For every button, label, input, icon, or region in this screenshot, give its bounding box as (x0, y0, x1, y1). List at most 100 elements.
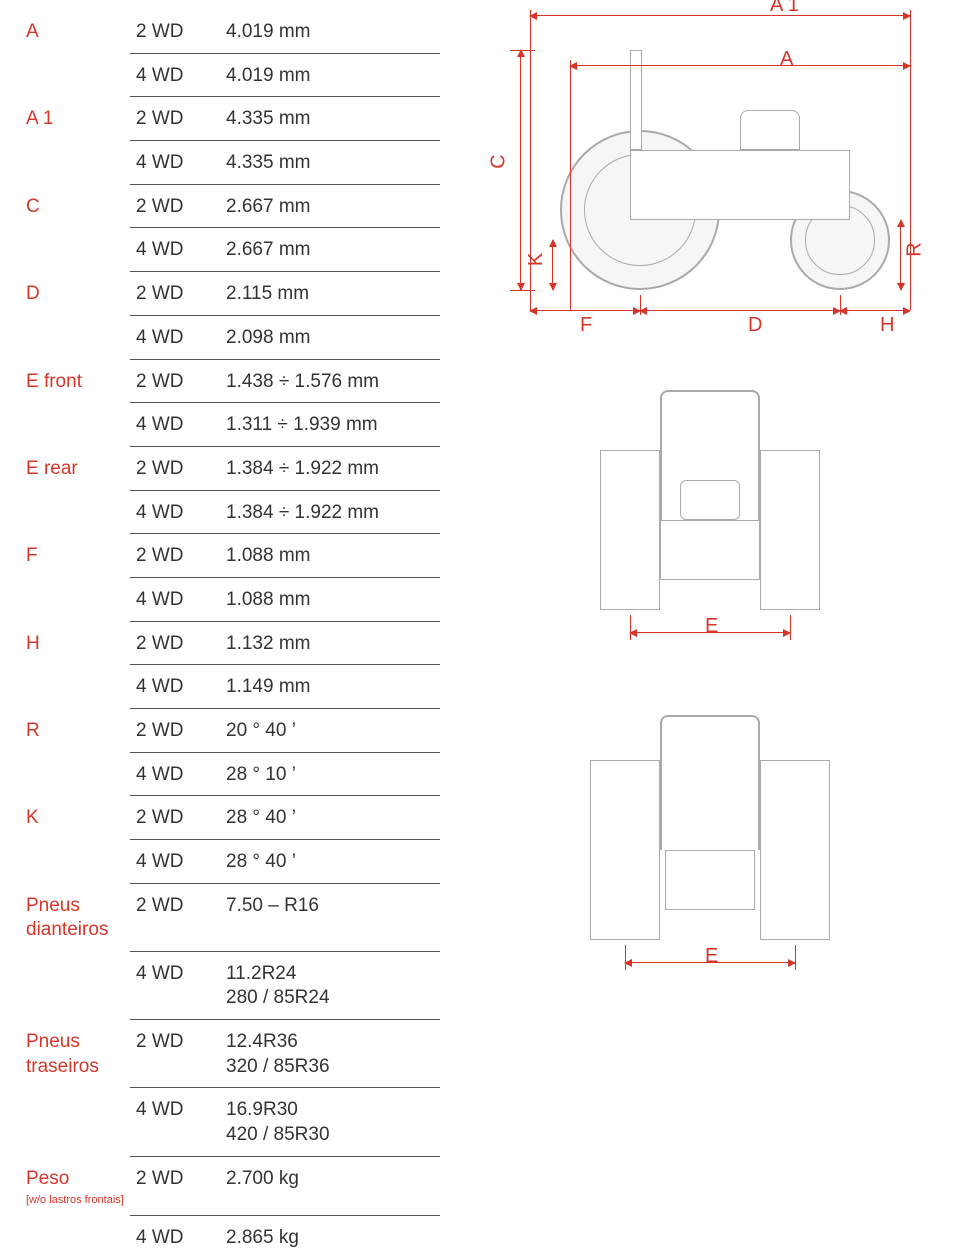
hood-shape (740, 110, 800, 150)
spec-wd: 2 WD (130, 10, 220, 53)
spec-label (20, 403, 130, 447)
spec-value: 1.311 ÷ 1.939 mm (220, 403, 440, 447)
rear-tire-right (760, 760, 830, 940)
table-row: 4 WD4.335 mm (20, 141, 440, 185)
spec-label (20, 141, 130, 185)
spec-value: 2.667 mm (220, 228, 440, 272)
dim-k-line (552, 240, 553, 290)
dim-e1-label: E (705, 615, 718, 638)
spec-label (20, 228, 130, 272)
dim-f-line (530, 310, 640, 311)
spec-wd: 4 WD (130, 1088, 220, 1156)
dim-k-label: K (525, 253, 548, 266)
spec-label: E front (20, 359, 130, 403)
specs-table-container: A2 WD4.019 mm4 WD4.019 mmA 12 WD4.335 mm… (20, 10, 440, 1259)
table-row: 4 WD28 ° 10 ’ (20, 752, 440, 796)
tractor-body-shape (630, 150, 850, 220)
spec-label (20, 1216, 130, 1259)
dim-a-line (570, 65, 910, 66)
table-row: C2 WD2.667 mm (20, 184, 440, 228)
table-row: 4 WD1.311 ÷ 1.939 mm (20, 403, 440, 447)
table-row: 4 WD2.865 kg (20, 1216, 440, 1259)
spec-label: Pneus traseiros (20, 1020, 130, 1088)
spec-wd: 2 WD (130, 446, 220, 490)
spec-wd: 4 WD (130, 1216, 220, 1259)
spec-value: 2.115 mm (220, 272, 440, 316)
spec-label: R (20, 709, 130, 753)
spec-wd: 4 WD (130, 403, 220, 447)
spec-value: 1.149 mm (220, 665, 440, 709)
spec-label: Pneus dianteiros (20, 883, 130, 951)
spec-wd: 4 WD (130, 141, 220, 185)
spec-wd: 2 WD (130, 709, 220, 753)
front-tire-left (600, 450, 660, 610)
dim-c-line (520, 50, 521, 290)
spec-value: 2.667 mm (220, 184, 440, 228)
spec-label (20, 951, 130, 1019)
table-row: 4 WD16.9R30 420 / 85R30 (20, 1088, 440, 1156)
spec-value: 1.438 ÷ 1.576 mm (220, 359, 440, 403)
spec-label: E rear (20, 446, 130, 490)
dim-h-line (840, 310, 910, 311)
table-row: 4 WD1.149 mm (20, 665, 440, 709)
spec-label (20, 665, 130, 709)
spec-label (20, 577, 130, 621)
spec-wd: 2 WD (130, 359, 220, 403)
table-row: R2 WD20 ° 40 ’ (20, 709, 440, 753)
rear-roll-bar (660, 715, 760, 850)
tractor-front-diagram: E (570, 370, 850, 650)
spec-wd: 4 WD (130, 315, 220, 359)
spec-wd: 2 WD (130, 184, 220, 228)
table-row: 4 WD1.384 ÷ 1.922 mm (20, 490, 440, 534)
spec-label: C (20, 184, 130, 228)
spec-wd: 2 WD (130, 621, 220, 665)
dim-a1-label: A 1 (770, 0, 799, 17)
table-row: 4 WD1.088 mm (20, 577, 440, 621)
spec-label: A 1 (20, 97, 130, 141)
table-row: A2 WD4.019 mm (20, 10, 440, 53)
dim-r-label: R (904, 242, 927, 256)
front-tire-right (760, 450, 820, 610)
table-row: 4 WD4.019 mm (20, 53, 440, 97)
spec-wd: 2 WD (130, 97, 220, 141)
spec-label (20, 53, 130, 97)
spec-value: 11.2R24 280 / 85R24 (220, 951, 440, 1019)
spec-value: 12.4R36 320 / 85R36 (220, 1020, 440, 1088)
dim-d-label: D (748, 314, 762, 337)
spec-wd: 4 WD (130, 577, 220, 621)
dim-c-label: C (488, 154, 511, 168)
spec-wd: 2 WD (130, 1156, 220, 1215)
rear-axle (665, 850, 755, 910)
spec-wd: 2 WD (130, 272, 220, 316)
table-row: A 12 WD4.335 mm (20, 97, 440, 141)
spec-value: 16.9R30 420 / 85R30 (220, 1088, 440, 1156)
table-row: F2 WD1.088 mm (20, 534, 440, 578)
dim-a1-line (530, 15, 910, 16)
spec-label: D (20, 272, 130, 316)
tractor-side-diagram: A 1 A C K R F D H (480, 10, 920, 330)
spec-value: 2.700 kg (220, 1156, 440, 1215)
table-row: Pneus dianteiros2 WD7.50 – R16 (20, 883, 440, 951)
spec-label (20, 315, 130, 359)
table-row: 4 WD11.2R24 280 / 85R24 (20, 951, 440, 1019)
spec-label: H (20, 621, 130, 665)
rear-tire-left (590, 760, 660, 940)
spec-value: 1.384 ÷ 1.922 mm (220, 446, 440, 490)
table-row: E front2 WD1.438 ÷ 1.576 mm (20, 359, 440, 403)
table-row: Pneus traseiros2 WD12.4R36 320 / 85R36 (20, 1020, 440, 1088)
table-row: K2 WD28 ° 40 ’ (20, 796, 440, 840)
spec-label (20, 840, 130, 884)
spec-value: 4.335 mm (220, 141, 440, 185)
front-axle (660, 520, 760, 580)
dim-a1-right-ext (910, 10, 911, 310)
dim-a-label: A (780, 48, 793, 71)
spec-wd: 4 WD (130, 490, 220, 534)
spec-wd: 2 WD (130, 1020, 220, 1088)
table-row: 4 WD2.667 mm (20, 228, 440, 272)
spec-label: F (20, 534, 130, 578)
spec-wd: 4 WD (130, 228, 220, 272)
spec-sublabel: [w/o lastros frontais] (26, 1193, 124, 1207)
table-row: Peso[w/o lastros frontais]2 WD2.700 kg (20, 1156, 440, 1215)
spec-value: 1.088 mm (220, 577, 440, 621)
table-row: 4 WD2.098 mm (20, 315, 440, 359)
